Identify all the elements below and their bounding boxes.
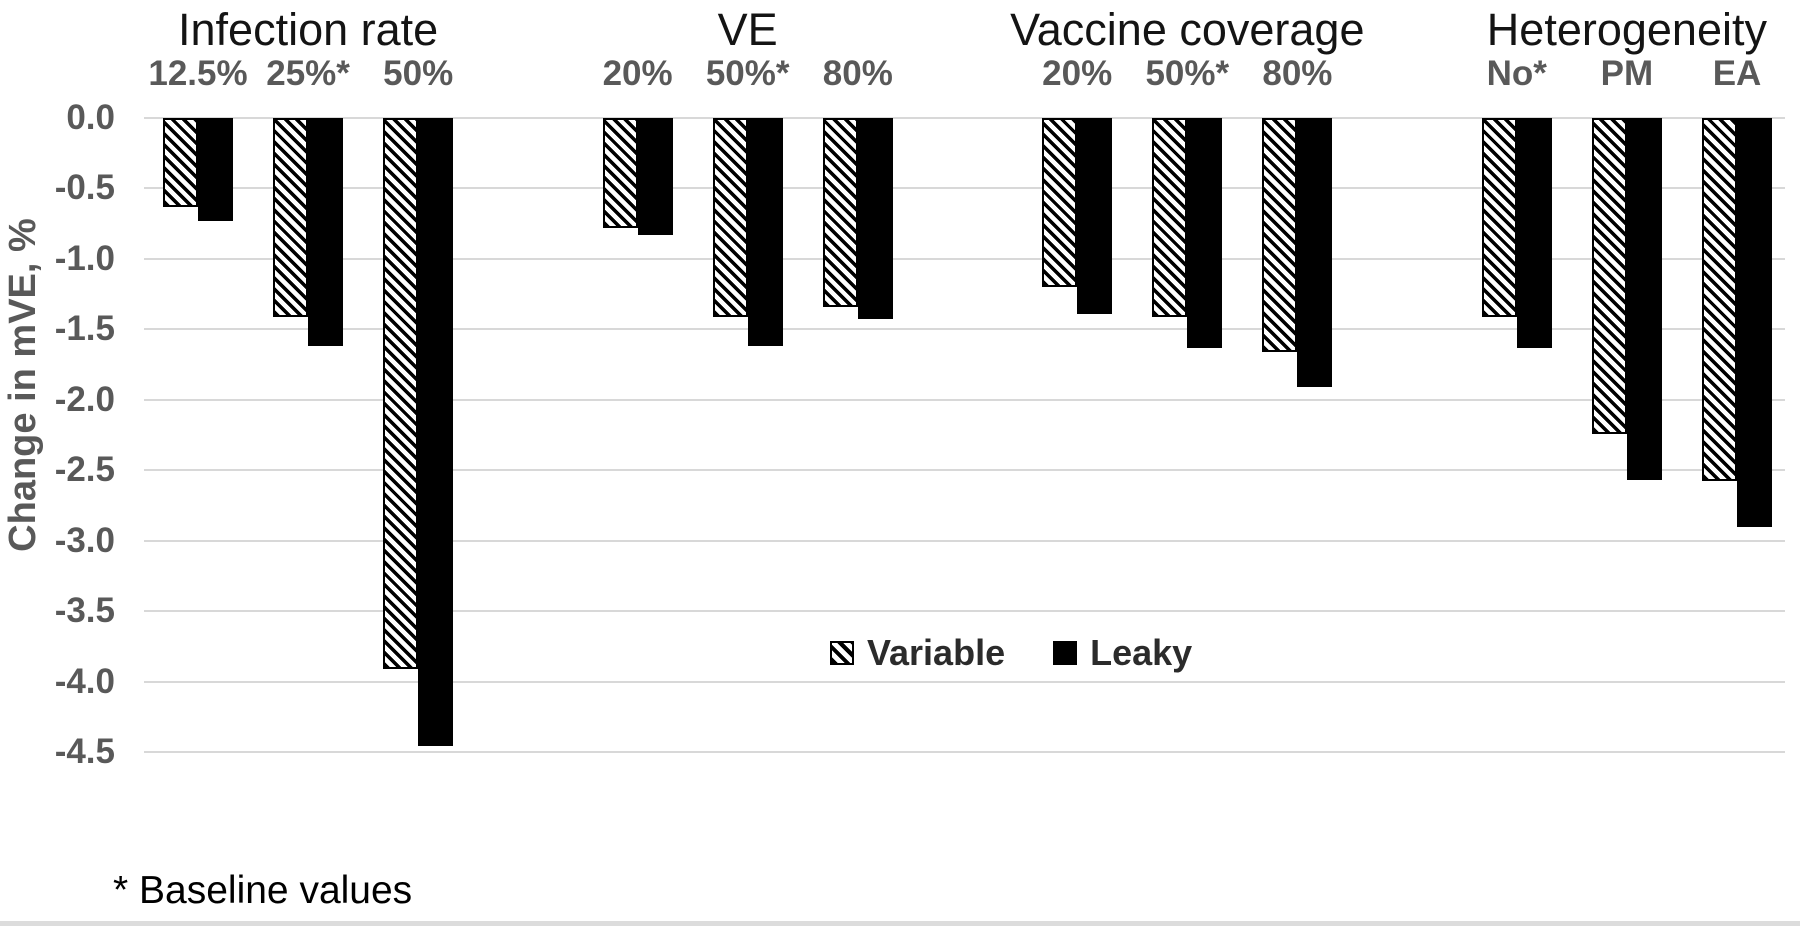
bar-variable-50: [712, 118, 748, 317]
bar-variable-20: [1042, 118, 1078, 287]
chart-legend: Variable Leaky: [822, 631, 1201, 675]
legend-label-variable: Variable: [867, 632, 1006, 673]
bar-variable-50: [383, 118, 419, 669]
bar-leaky-20: [637, 118, 673, 235]
bar-leaky-ea: [1737, 118, 1772, 527]
bar-variable-80: [1262, 118, 1298, 352]
bar-leaky-80: [857, 118, 893, 319]
legend-swatch-leaky: [1053, 641, 1078, 665]
bar-variable-50: [1152, 118, 1188, 317]
y-tick-label: -0.5: [54, 168, 115, 208]
bar-leaky-20: [1077, 118, 1113, 314]
figure-bottom-edge: [0, 921, 1800, 926]
gridline: [144, 257, 1785, 260]
bar-variable-25: [273, 118, 309, 317]
y-tick-label: -2.5: [54, 450, 115, 490]
gridline: [144, 187, 1785, 190]
bar-variable-pm: [1591, 118, 1627, 434]
bar-variable-80: [822, 118, 858, 307]
bar-leaky-50: [418, 118, 454, 746]
gridline: [144, 469, 1785, 472]
y-tick-label: 0.0: [66, 98, 115, 137]
gridline: [144, 328, 1785, 331]
bar-leaky-25: [308, 118, 344, 346]
category-label: 80%: [1262, 54, 1333, 93]
bar-variable-12.5: [163, 118, 198, 207]
bar-variable-20: [602, 118, 638, 228]
footnote-baseline-values: * Baseline values: [113, 869, 413, 912]
bar-leaky-50: [747, 118, 783, 346]
y-tick-label: -3.0: [54, 520, 115, 560]
legend-label-leaky: Leaky: [1090, 632, 1193, 673]
y-tick-label: -1.0: [54, 238, 115, 278]
bar-leaky-no: [1516, 118, 1552, 348]
group-title: Infection rate: [178, 4, 439, 55]
gridline: [144, 117, 1785, 119]
category-label: 20%: [602, 54, 673, 93]
bar-leaky-pm: [1626, 118, 1662, 480]
y-tick-label: -4.5: [54, 732, 115, 771]
category-label: 20%: [1042, 54, 1113, 93]
y-tick-label: -1.5: [54, 309, 115, 349]
category-label: 80%: [822, 54, 893, 93]
y-tick-label: -2.0: [54, 379, 115, 419]
group-title: Vaccine coverage: [1010, 4, 1365, 55]
y-tick-label: -3.5: [54, 591, 115, 631]
bar-leaky-80: [1297, 118, 1333, 387]
bar-variable-ea: [1702, 118, 1737, 481]
group-title: VE: [717, 4, 778, 55]
bar-leaky-12.5: [198, 118, 233, 221]
category-label: No*: [1486, 54, 1547, 93]
gridline: [144, 751, 1785, 753]
category-label: PM: [1600, 54, 1654, 93]
category-label: 25%*: [266, 54, 350, 93]
y-tick-label: -4.0: [54, 661, 115, 701]
group-title: Heterogeneity: [1486, 4, 1767, 55]
category-label: 50%: [383, 54, 454, 93]
gridline: [144, 398, 1785, 401]
category-label: EA: [1712, 54, 1762, 93]
bar-leaky-50: [1187, 118, 1223, 348]
category-label: 12.5%: [148, 54, 248, 93]
category-label: 50%*: [1145, 54, 1230, 93]
legend-swatch-variable: [830, 641, 854, 665]
gridline: [144, 610, 1785, 613]
gridline: [144, 680, 1785, 683]
gridline: [144, 539, 1785, 542]
category-label: 50%*: [705, 54, 790, 93]
bar-variable-no: [1481, 118, 1517, 317]
